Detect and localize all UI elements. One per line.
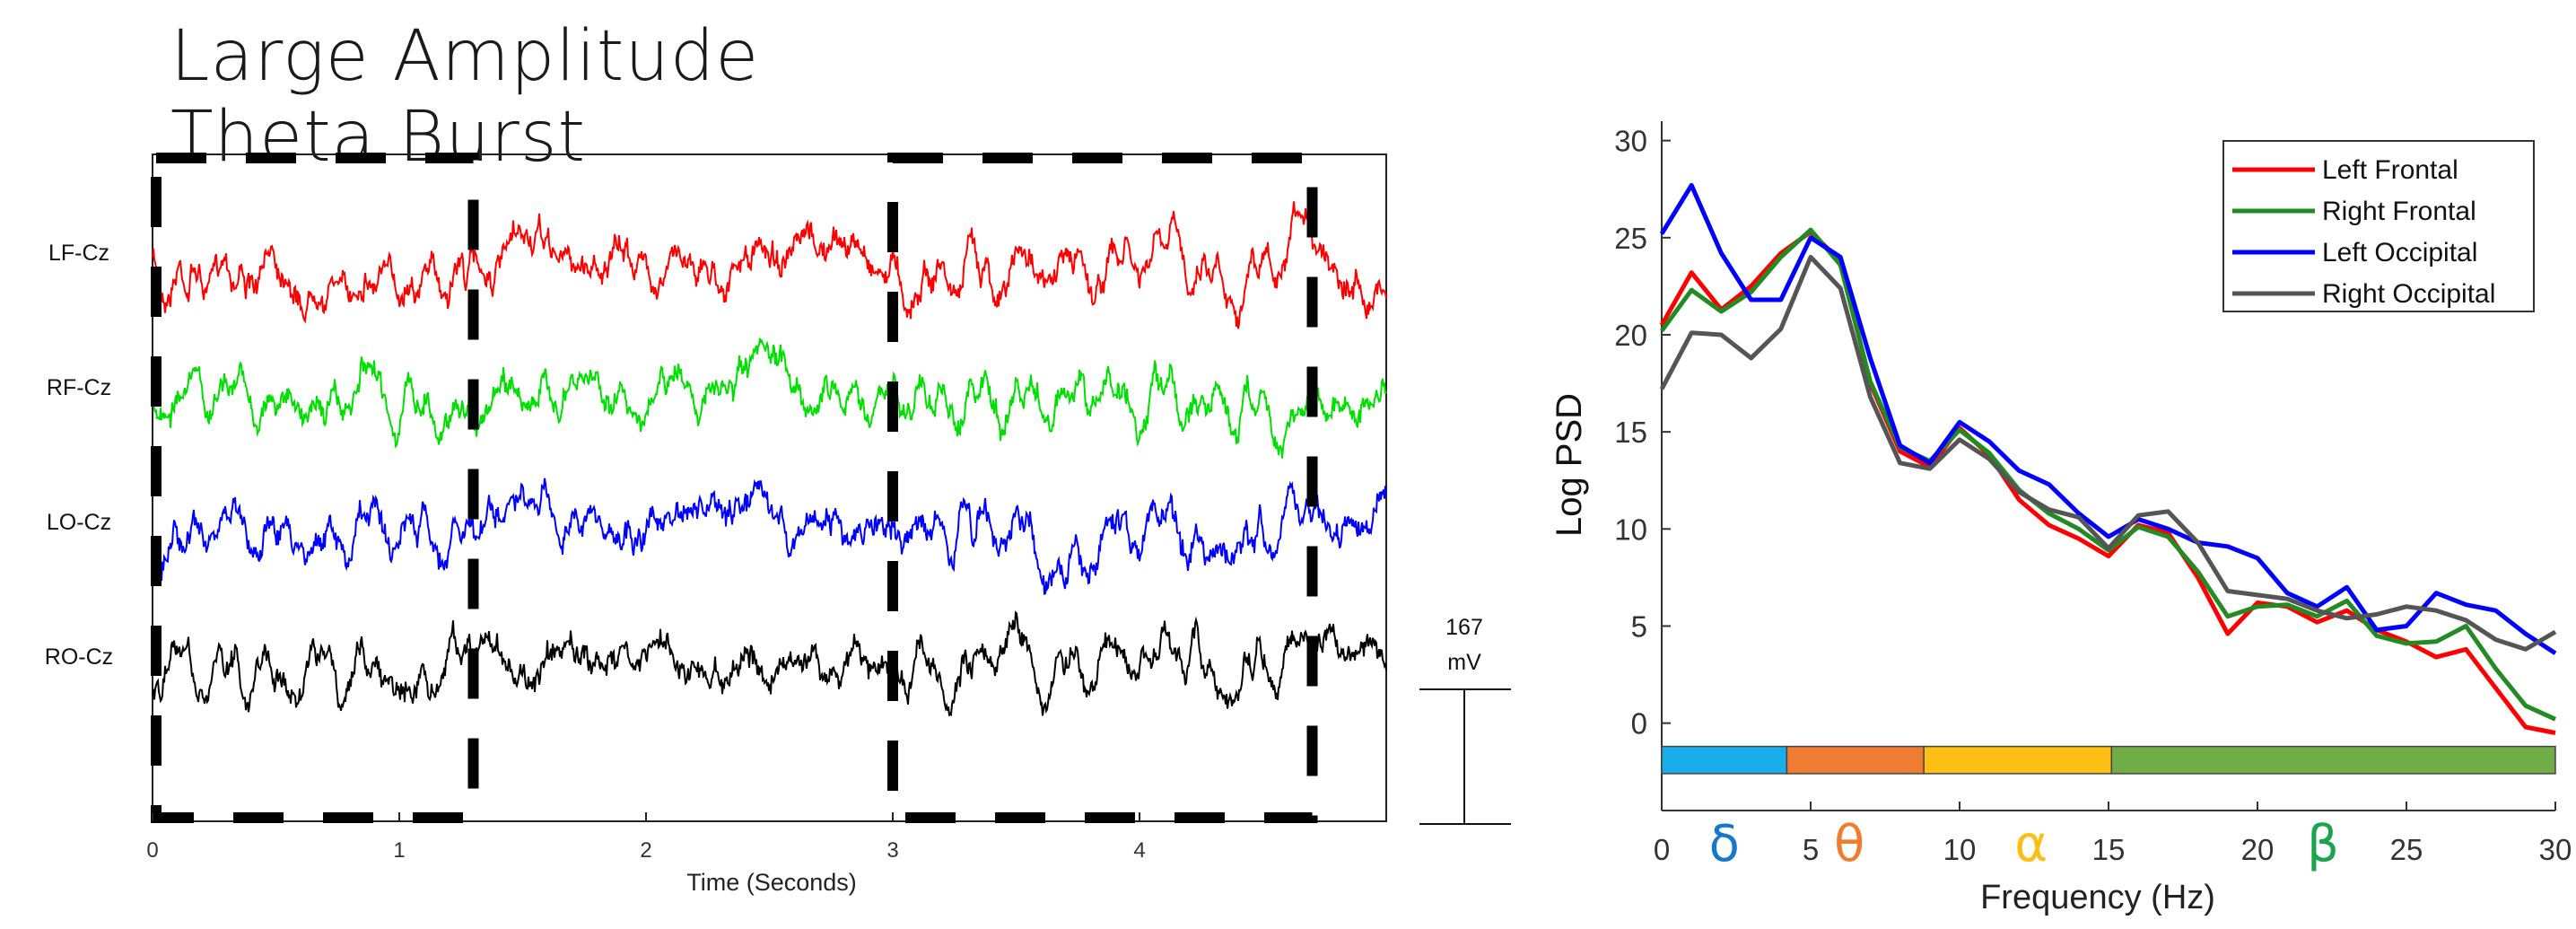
eeg-burst-windows [151,153,1318,823]
psd-legend: Left Frontal Right Frontal Left Occipital R… [2222,140,2535,312]
band-symbol: α [2014,815,2048,873]
channel-label: RO-Cz [45,644,113,670]
eeg-channel-labels: LF-Cz RF-Cz LO-Cz RO-Cz [45,241,113,670]
eeg-x-ticks: 0 1 2 3 4 [146,812,1146,863]
eeg-x-tick-label: 3 [886,838,898,863]
band-symbol: β [2307,815,2339,873]
psd-y-tick-label: 10 [1614,513,1647,546]
eeg-x-tick-label: 4 [1133,838,1145,863]
eeg-trace-lo-cz [152,478,1387,596]
frequency-band-bar [1661,745,2556,775]
band-segment [1923,745,2113,775]
channel-label: LO-Cz [47,510,111,535]
eeg-trace-lf-cz [152,201,1387,329]
band-segment [2110,745,2556,775]
band-symbol: δ [1709,815,1740,873]
psd-y-axis-label: Log PSD [1550,393,1589,537]
channel-label: LF-Cz [48,241,109,266]
psd-x-tick-label: 5 [1803,833,1819,866]
psd-x-ticks: 0 5 10 15 20 25 30 [1654,802,2572,866]
band-symbol: θ [1834,815,1864,873]
channel-label: RF-Cz [47,375,111,400]
psd-x-tick-label: 15 [2092,833,2126,866]
psd-x-axis-label: Frequency (Hz) [1980,879,2215,916]
psd-x-tick-label: 10 [1943,833,1977,866]
legend-entry: Right Frontal [2322,197,2476,226]
scale-bar: 167 mV [1419,615,1511,825]
psd-y-tick-label: 5 [1631,609,1647,643]
eeg-trace-rf-cz [152,337,1387,459]
band-segment [1661,745,1788,775]
psd-line-left-occipital [1659,182,2557,655]
legend-entry: Left Occipital [2322,238,2477,267]
psd-y-tick-label: 20 [1614,319,1647,352]
page-title: Large Amplitude Theta Burst [170,16,760,178]
psd-y-tick-label: 15 [1614,416,1647,449]
scale-bar-unit: mV [1447,650,1481,675]
eeg-traces [152,201,1387,717]
psd-x-tick-label: 30 [2539,833,2572,866]
eeg-x-tick-label: 2 [640,838,651,863]
eeg-trace-ro-cz [152,610,1387,717]
band-segment [1786,745,1925,775]
burst-window-box [151,153,479,823]
psd-y-ticks: 0 5 10 15 20 25 30 [1614,125,1671,741]
psd-x-tick-label: 20 [2241,833,2275,866]
psd-line-right-occipital [1659,254,2557,652]
eeg-x-axis-label: Time (Seconds) [686,869,857,896]
burst-window-box [887,153,1318,823]
psd-x-tick-label: 25 [2390,833,2423,866]
psd-y-tick-label: 0 [1631,707,1647,741]
eeg-x-tick-label: 1 [393,838,405,863]
psd-y-tick-label: 30 [1614,125,1647,158]
legend-entry: Left Frontal [2322,155,2458,185]
psd-x-tick-label: 0 [1654,833,1670,866]
eeg-x-tick-label: 0 [146,838,158,863]
legend-entry: Right Occipital [2322,279,2495,309]
psd-series-lines [1659,182,2557,735]
scale-bar-value: 167 [1445,615,1483,640]
psd-y-tick-label: 25 [1614,222,1647,255]
